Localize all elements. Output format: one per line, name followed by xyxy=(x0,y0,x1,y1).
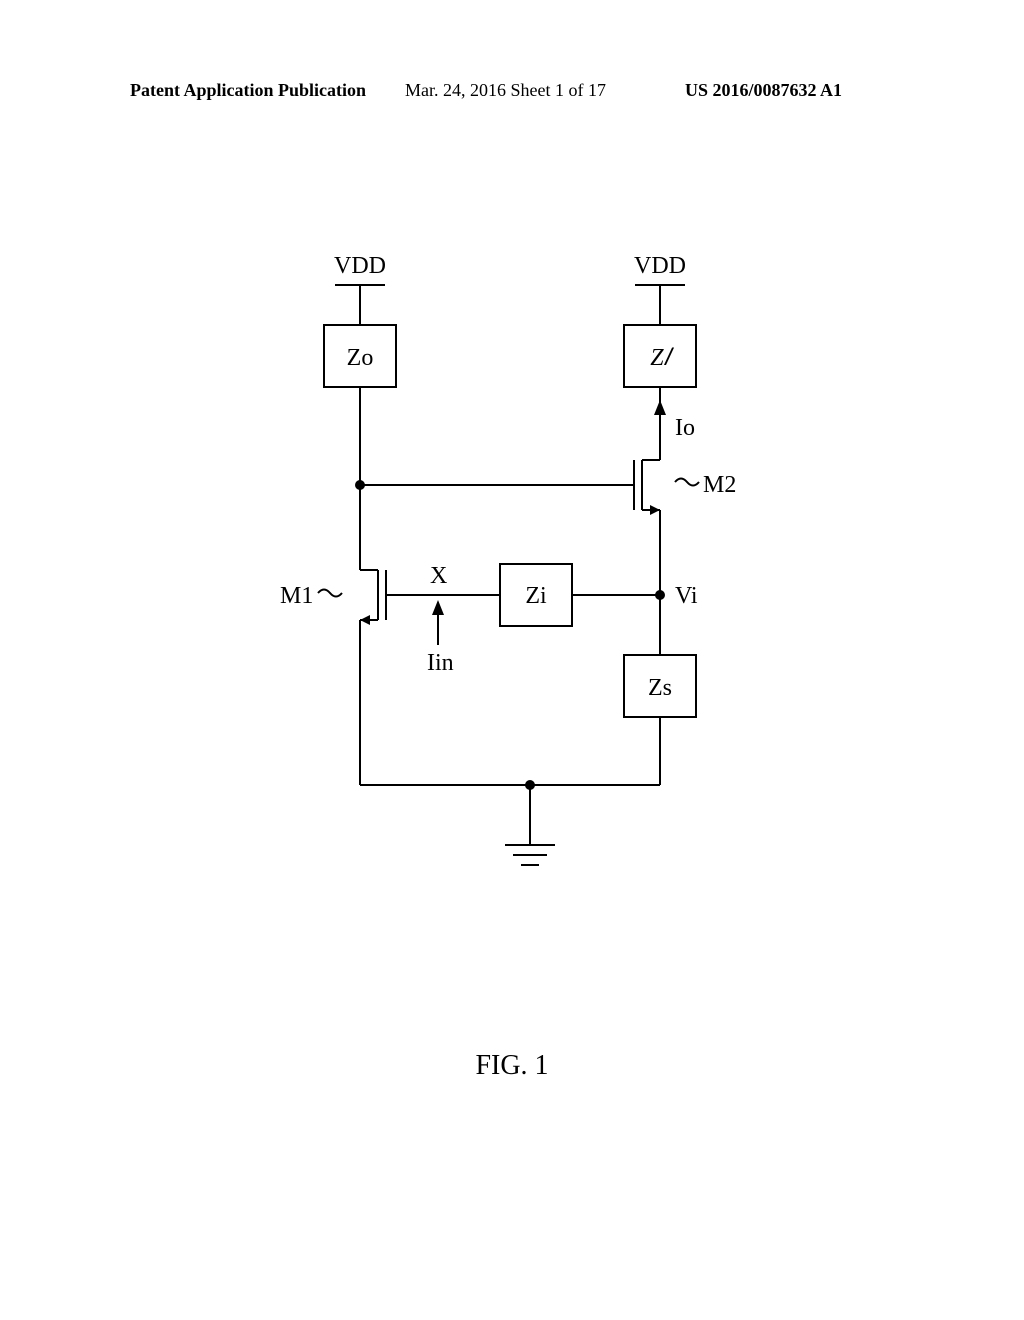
m2-source-arrow xyxy=(650,505,660,515)
vdd-right-label: VDD xyxy=(634,255,686,279)
circuit-diagram: VDD VDD Zo Z𝑙 Zi Zs Io M2 M1 X Iin Vi xyxy=(240,255,800,955)
zs-label: Zs xyxy=(648,675,672,701)
io-label: Io xyxy=(675,415,695,441)
m1-label: M1 xyxy=(280,583,313,609)
iin-arrow-head xyxy=(432,600,444,615)
header-right: US 2016/0087632 A1 xyxy=(685,80,842,101)
header-mid: Mar. 24, 2016 Sheet 1 of 17 xyxy=(405,80,606,101)
m1-tilde xyxy=(318,590,342,597)
m1-source-arrow xyxy=(360,615,370,625)
zl-label: Z𝑙 xyxy=(650,345,674,371)
io-arrow-head xyxy=(654,400,666,415)
figure-label: FIG. 1 xyxy=(0,1050,1024,1082)
iin-label: Iin xyxy=(427,650,454,676)
node-top-left xyxy=(356,481,364,489)
zi-label: Zi xyxy=(525,583,547,609)
m2-label: M2 xyxy=(703,472,736,498)
m2-tilde xyxy=(675,479,699,486)
circuit-svg: VDD VDD Zo Z𝑙 Zi Zs Io M2 M1 X Iin Vi xyxy=(240,255,800,955)
header-left: Patent Application Publication xyxy=(130,80,366,101)
x-label: X xyxy=(430,563,447,589)
vdd-left-label: VDD xyxy=(334,255,386,279)
page: Patent Application Publication Mar. 24, … xyxy=(0,0,1024,1320)
vi-label: Vi xyxy=(675,583,698,609)
zo-label: Zo xyxy=(347,345,374,371)
